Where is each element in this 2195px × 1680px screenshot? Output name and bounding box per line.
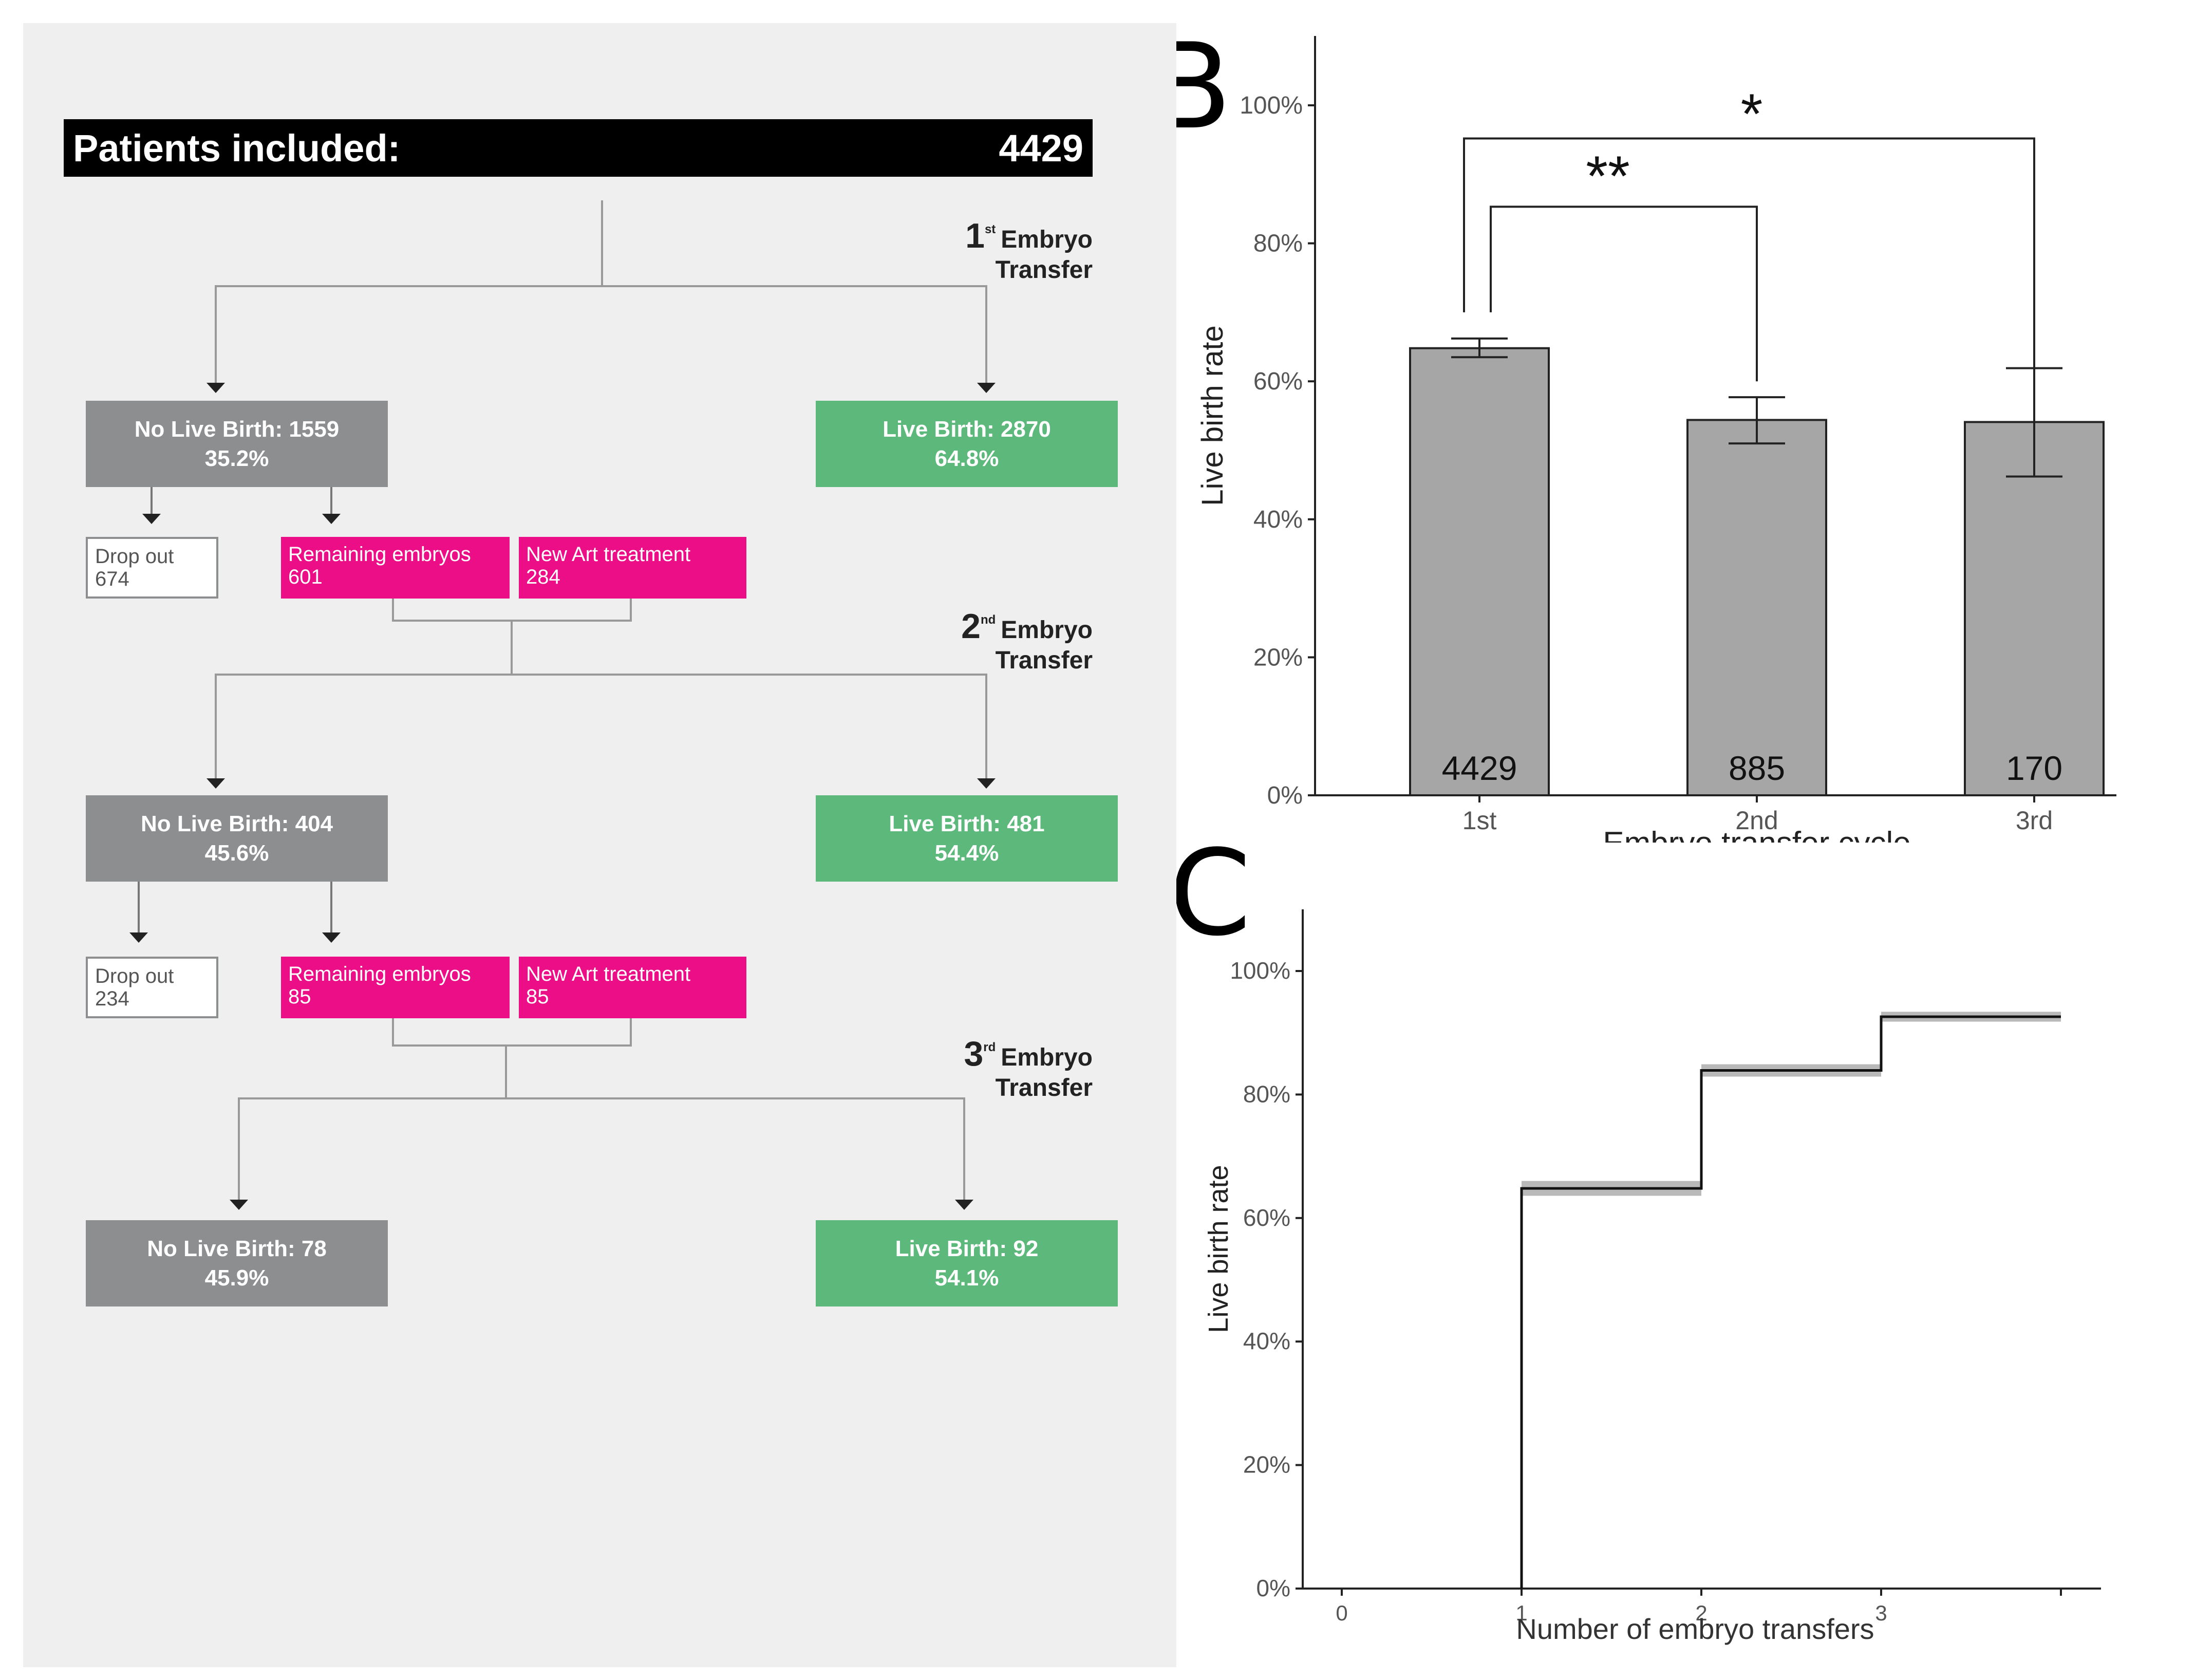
no-live-birth-1-pct: 35.2% [204,446,269,471]
new-art-treatment-1-label: New Art treatment [526,543,691,566]
significance-label-1st-2nd: ** [1586,144,1630,208]
y-tick-label: 80% [1253,230,1303,257]
y-tick-label: 60% [1253,368,1303,395]
no-live-birth-1-label: No Live Birth: 1559 [134,416,340,442]
bar-count-label-2nd: 885 [1729,749,1785,787]
live-birth-1-label: Live Birth: 2870 [883,416,1051,442]
y-tick-label: 20% [1253,644,1303,671]
x-tick-label-2nd: 2nd [1735,806,1778,835]
significance-bracket-1st-2nd [1490,206,1758,382]
live-birth-3-label: Live Birth: 92 [895,1236,1039,1261]
panel-letter-c: C [1169,825,1251,962]
y-tick-label: 0% [1267,782,1303,809]
y-tick-label: 80% [1243,1080,1290,1107]
bar-count-label-3rd: 170 [2006,749,2062,787]
live-birth-2-label: Live Birth: 481 [889,811,1045,836]
transfer-2-heading: 2nd Embryo Transfer [868,606,1093,675]
x-tick-label-1: 1 [1515,1601,1527,1625]
transfer-3-suffix: rd [983,1040,996,1054]
no-live-birth-2-pct: 45.6% [204,841,269,866]
new-art-treatment-box-2: New Art treatment 85 [519,957,746,1018]
patients-included-label: Patients included: [73,126,401,170]
x-tick-label-3rd: 3rd [2016,806,2053,835]
flowchart-connectors [129,200,996,1210]
remaining-embryos-1-value: 601 [288,566,323,588]
significance-label-1st-3rd: * [1741,82,1763,145]
y-tick-label: 40% [1253,506,1303,533]
patients-included-bar: Patients included: 4429 [64,119,1093,177]
y-tick-label: 40% [1243,1328,1290,1354]
bar-3rd [1964,421,2105,796]
new-art-treatment-1-value: 284 [526,566,560,588]
live-birth-1-pct: 64.8% [934,446,999,471]
y-axis-label: Live birth rate [1196,325,1229,506]
x-axis-label: Number of embryo transfers [1516,1613,1874,1645]
no-live-birth-box-2: No Live Birth: 404 45.6% [86,795,388,882]
bar-count-label-1st: 4429 [1442,749,1517,787]
drop-out-2-value: 234 [95,987,129,1010]
live-birth-box-3: Live Birth: 92 54.1% [816,1220,1118,1306]
bar-chart: 0%20%40%60%80%100%44291st8852nd1703rd***… [1196,36,2116,843]
new-art-treatment-2-value: 85 [526,985,549,1008]
transfer-2-suffix: nd [980,613,996,627]
transfer-3-heading: 3rd Embryo Transfer [868,1034,1093,1102]
no-live-birth-box-3: No Live Birth: 78 45.9% [86,1220,388,1306]
no-live-birth-3-pct: 45.9% [204,1265,269,1291]
x-axis-label: Embryo transfer cycle [1603,826,1911,843]
y-tick-label: 100% [1230,957,1290,984]
drop-out-box-2: Drop out 234 [86,957,218,1018]
x-tick-label-3: 3 [1875,1601,1887,1625]
transfer-1-suffix: st [984,222,996,236]
cumulative-step-line [1520,1015,2061,1589]
x-tick-label-0: 0 [1336,1601,1347,1625]
y-axis-label: Live birth rate [1203,1165,1234,1333]
x-tick-label-1st: 1st [1462,806,1497,835]
bar-2nd [1686,419,1827,796]
new-art-treatment-2-label: New Art treatment [526,963,691,985]
significance-bracket-1st-3rd [1463,137,2035,368]
remaining-embryos-box-1: Remaining embryos 601 [281,537,510,599]
remaining-embryos-box-2: Remaining embryos 85 [281,957,510,1018]
live-birth-box-1: Live Birth: 2870 64.8% [816,401,1118,487]
no-live-birth-2-label: No Live Birth: 404 [140,811,333,836]
y-tick-label: 0% [1256,1575,1290,1601]
drop-out-2-label: Drop out [95,965,174,987]
live-birth-box-2: Live Birth: 481 54.4% [816,795,1118,882]
live-birth-2-pct: 54.4% [934,841,999,866]
drop-out-box-1: Drop out 674 [86,537,218,599]
transfer-1-heading: 1st Embryo Transfer [868,216,1093,284]
y-tick-label: 100% [1240,92,1303,119]
remaining-embryos-2-value: 85 [288,985,311,1008]
no-live-birth-3-label: No Live Birth: 78 [147,1236,327,1261]
transfer-1-ordinal: 1 [965,216,985,255]
bar-1st [1409,347,1550,796]
patients-included-count: 4429 [999,126,1083,170]
new-art-treatment-box-1: New Art treatment 284 [519,537,746,599]
remaining-embryos-2-label: Remaining embryos [288,963,471,985]
no-live-birth-box-1: No Live Birth: 1559 35.2% [86,401,388,487]
transfer-2-label: Embryo Transfer [995,617,1093,674]
live-birth-3-pct: 54.1% [934,1265,999,1291]
y-tick-label: 20% [1243,1451,1290,1478]
transfer-3-label: Embryo Transfer [995,1044,1093,1102]
remaining-embryos-1-label: Remaining embryos [288,543,471,566]
x-tick-label-2: 2 [1695,1601,1707,1625]
drop-out-1-value: 674 [95,568,129,590]
drop-out-1-label: Drop out [95,545,174,568]
transfer-1-label: Embryo Transfer [995,226,1093,284]
transfer-3-ordinal: 3 [964,1034,984,1073]
y-tick-label: 60% [1243,1204,1290,1231]
transfer-2-ordinal: 2 [961,607,981,646]
